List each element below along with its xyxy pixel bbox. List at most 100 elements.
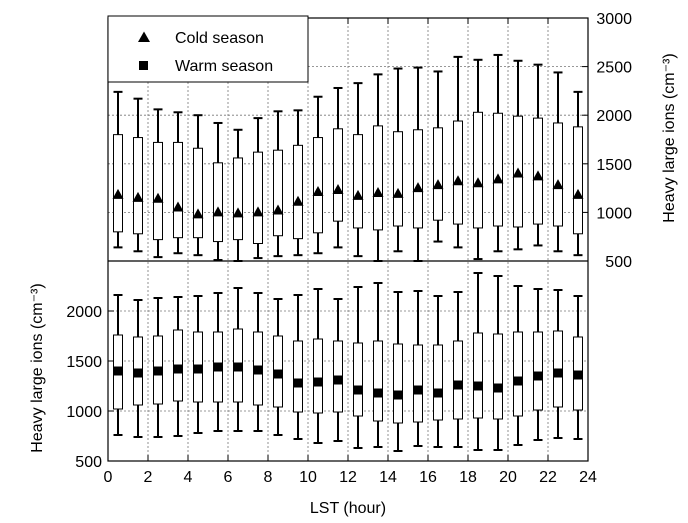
warm-box [173,296,183,437]
warm-box [113,294,123,436]
left-y-axis-title: Heavy large ions (cm⁻³) [29,283,46,452]
right-y-tick-label: 2000 [596,108,632,125]
iqr-box [133,137,143,235]
cold-box [572,90,584,257]
iqr-box [153,141,163,241]
iqr-box [193,147,203,239]
cold-box [372,73,384,262]
iqr-box [573,126,583,235]
warm-box [293,294,303,440]
iqr-box [313,338,323,414]
warm-box [393,291,403,452]
cold-box [392,67,404,253]
right-y-tick-label: 2500 [596,60,632,77]
median-square-marker [433,388,443,398]
right-y-tick-label: 1000 [596,205,632,222]
cold-box [292,109,304,257]
iqr-box [513,331,523,417]
warm-box [513,285,523,446]
median-square-marker [513,376,523,386]
warm-box [233,287,243,432]
warm-box [253,292,263,432]
cold-box [512,59,524,251]
iqr-box [273,149,283,237]
iqr-box [353,342,363,417]
median-square-marker [273,369,283,379]
left-y-tick-label: 1500 [66,354,102,371]
warm-box [473,272,483,451]
iqr-box [333,128,343,222]
median-square-marker [313,377,323,387]
cold-box [452,55,464,249]
median-square-marker [353,385,363,395]
median-square-marker [133,368,143,378]
median-square-marker [333,375,343,385]
median-triangle-marker [292,195,304,206]
warm-box [433,295,443,448]
cold-box [532,63,544,247]
median-triangle-marker [132,191,144,202]
x-tick-label: 4 [184,469,193,486]
grid-lines [108,18,588,461]
median-square-marker [293,378,303,388]
cold-box [112,90,124,249]
x-tick-label: 22 [539,469,557,486]
right-y-tick-label: 3000 [596,11,632,28]
median-square-marker [453,380,463,390]
cold-box [252,117,264,260]
x-tick-label: 14 [379,469,397,486]
iqr-box [533,331,543,411]
iqr-box [413,344,423,423]
iqr-box [393,343,403,424]
median-square-marker [173,364,183,374]
iqr-box [493,112,503,227]
median-square-marker [393,390,403,400]
axes: 0 2 4 6 8 10 12 14 16 18 20 22 245001000150020002500… [66,11,632,486]
median-square-marker [553,368,563,378]
warm-box [533,288,543,441]
right-y-tick-label: 1500 [596,157,632,174]
legend-square-marker [139,61,148,70]
median-triangle-marker [352,189,364,200]
median-triangle-marker [172,201,184,212]
cold-box [432,70,444,243]
median-triangle-marker [432,179,444,190]
median-square-marker [373,388,383,398]
x-axis-title: LST (hour) [310,500,386,517]
legend-cold-label: Cold season [175,30,264,47]
median-triangle-marker [272,204,284,215]
legend-triangle-marker [138,31,150,42]
box-series [112,53,584,452]
median-square-marker [193,364,203,374]
median-square-marker [533,371,543,381]
median-square-marker [473,381,483,391]
iqr-box [173,141,183,239]
iqr-box [353,134,363,229]
median-square-marker [493,383,503,393]
median-triangle-marker [552,179,564,190]
x-tick-label: 2 [144,469,153,486]
x-tick-label: 16 [419,469,437,486]
median-triangle-marker [492,173,504,184]
legend-warm-label: Warm season [175,58,273,75]
cold-box [132,97,144,253]
cold-box [172,111,184,255]
iqr-box [213,162,223,243]
median-square-marker [413,385,423,395]
median-triangle-marker [412,182,424,193]
cold-box [212,121,224,262]
warm-box [273,298,283,436]
iqr-box [233,157,243,241]
iqr-box [113,134,123,233]
warm-box [333,298,343,442]
warm-box [493,275,503,451]
iqr-box [473,332,483,419]
iqr-box [453,340,463,420]
left-y-tick-label: 2000 [66,304,102,321]
median-triangle-marker [212,206,224,217]
median-square-marker [153,366,163,376]
iqr-box [293,340,303,413]
iqr-box [393,131,403,227]
median-triangle-marker [312,185,324,196]
warm-box [213,292,223,432]
